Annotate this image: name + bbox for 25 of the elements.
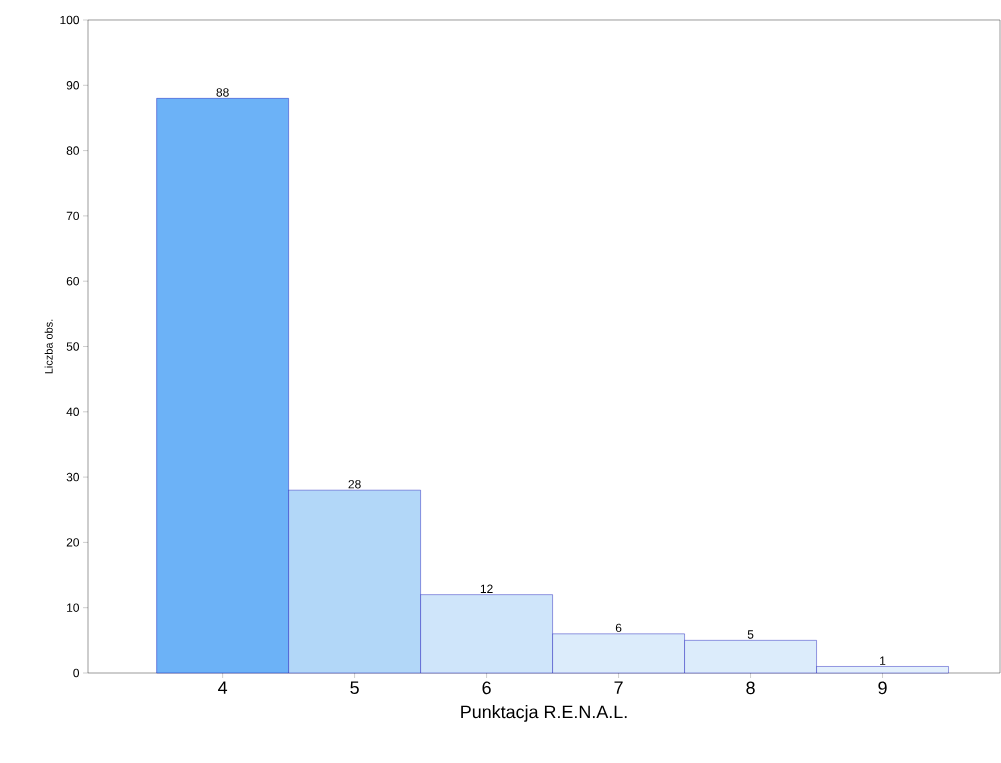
y-axis-title: Liczba obs. [44,319,53,374]
y-tick-label: 80 [66,146,80,155]
data-label: 12 [480,584,493,593]
y-tick-label: 60 [66,276,80,286]
y-tick-label: 40 [66,407,80,417]
data-label: 88 [216,88,229,97]
x-tick-label: 9 [878,681,887,695]
y-tick-label: 20 [66,538,80,547]
x-tick-label: 7 [614,681,623,694]
y-tick-label: 70 [66,211,80,221]
y-tick-label: 10 [67,603,80,612]
y-tick-label: 30 [66,472,80,482]
y-tick-label: 100 [60,15,80,25]
y-tick-label: 90 [66,81,80,90]
data-label: 5 [747,630,754,639]
x-tick-label: 8 [746,681,755,695]
y-tick-label: 0 [73,668,80,678]
x-tick-label: 5 [350,681,359,695]
x-tick-label: 4 [218,681,228,694]
x-tick-label: 6 [482,681,491,695]
data-label: 1 [880,656,886,665]
x-axis-title: Punktacja R.E.N.A.L. [461,705,627,722]
y-tick-label: 50 [66,342,80,351]
data-label: 28 [348,480,361,489]
data-label: 6 [615,623,622,633]
